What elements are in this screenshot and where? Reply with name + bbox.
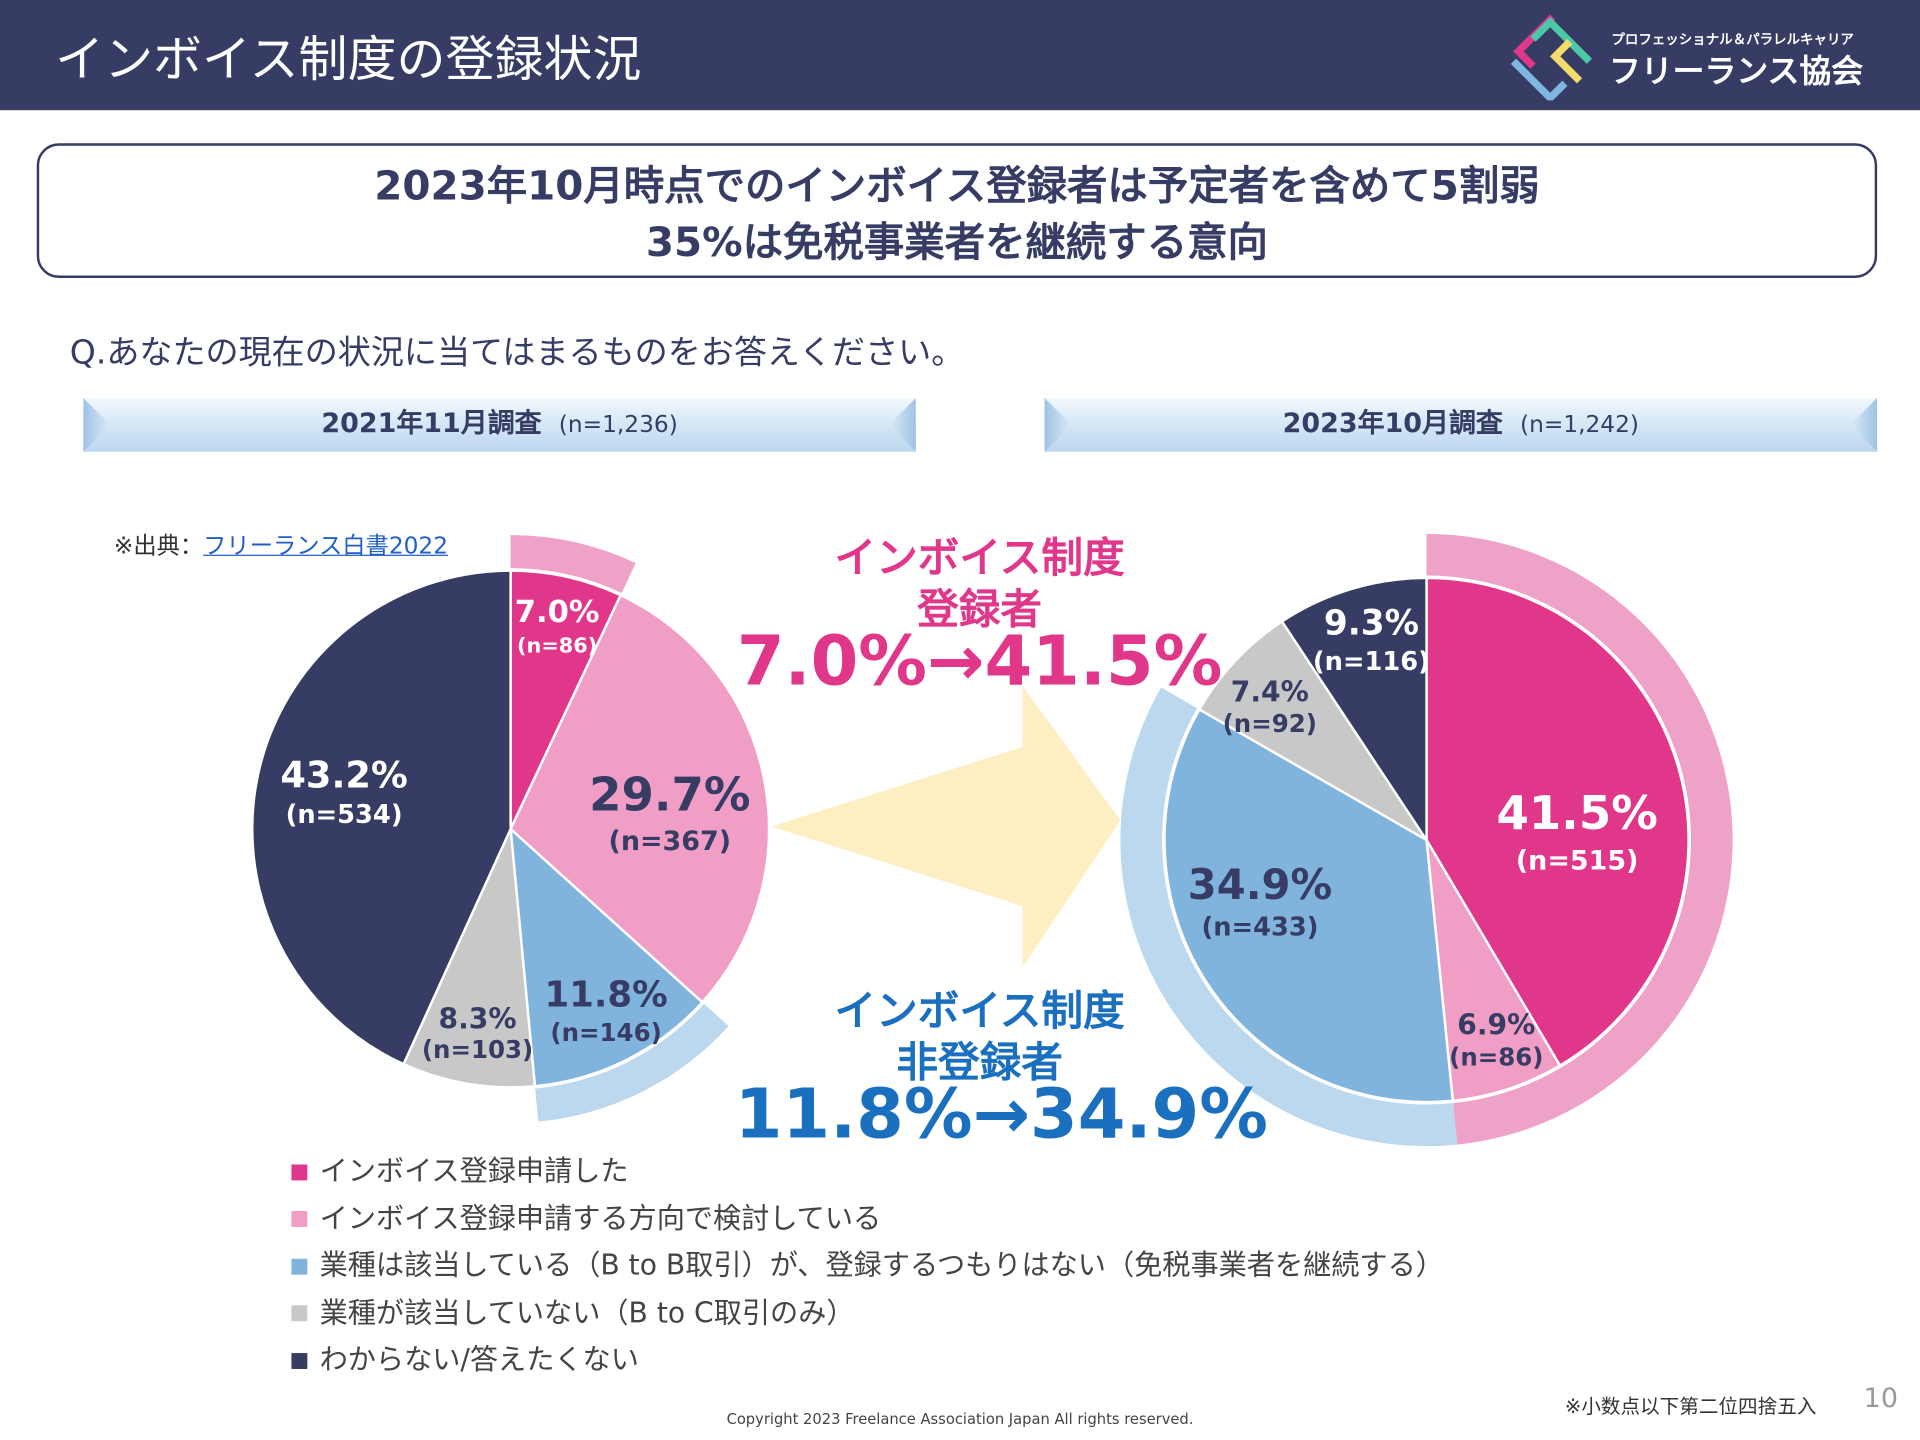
header-bar bbox=[0, 0, 1920, 111]
label-2023-3: 7.4% bbox=[1231, 676, 1309, 709]
label-2023-2: 34.9% bbox=[1188, 860, 1332, 909]
legend-item: わからない/答えたくない bbox=[291, 1333, 1443, 1380]
pie-slice-1 bbox=[1425, 839, 1562, 1103]
label-n-2023-0: (n=515) bbox=[1516, 845, 1639, 876]
registered-callout-line2: 登録者 bbox=[917, 585, 1043, 635]
label-2023-0: 41.5% bbox=[1496, 786, 1657, 840]
legend: インボイス登録申請した インボイス登録申請する方向で検討している 業種は該当して… bbox=[291, 1145, 1444, 1381]
label-2021-0: 7.0% bbox=[515, 595, 600, 630]
registered-change: 7.0%→41.5% bbox=[736, 622, 1223, 702]
source-note: ※出典：フリーランス白書2022 bbox=[113, 532, 449, 560]
label-n-2021-4: (n=534) bbox=[286, 800, 403, 830]
question-text: Q.あなたの現在の状況に当てはまるものをお答えください。 bbox=[69, 334, 965, 373]
label-2021-3: 8.3% bbox=[439, 1003, 517, 1036]
legend-item: 業種が該当していない（B to C取引のみ） bbox=[291, 1286, 1443, 1333]
pie-slice-1 bbox=[509, 593, 771, 1004]
label-2021-1: 29.7% bbox=[589, 768, 750, 822]
legend-swatch bbox=[291, 1352, 308, 1369]
label-2023-1: 6.9% bbox=[1457, 1009, 1535, 1042]
page-number: 10 bbox=[1863, 1383, 1898, 1415]
label-2023-4: 9.3% bbox=[1324, 603, 1419, 643]
unregistered-change: 11.8%→34.9% bbox=[734, 1075, 1268, 1155]
source-link[interactable]: フリーランス白書2022 bbox=[203, 532, 449, 560]
pie-slice-4 bbox=[1280, 576, 1428, 845]
rounding-note: ※小数点以下第二位四捨五入 bbox=[1564, 1394, 1817, 1418]
label-2021-2: 11.8% bbox=[545, 975, 668, 1016]
logo-mark-icon bbox=[1510, 14, 1592, 101]
legend-swatch bbox=[291, 1305, 308, 1322]
pie-slice-4 bbox=[251, 569, 512, 1066]
headline-box: 2023年10月時点でのインボイス登録者は予定者を含めて5割弱 35%は免税事業… bbox=[36, 143, 1878, 278]
page-title: インボイス制度の登録状況 bbox=[55, 31, 642, 89]
pie-2021 bbox=[251, 535, 771, 1122]
pie-2023 bbox=[1120, 533, 1733, 1147]
headline-line-2: 35%は免税事業者を継続する意向 bbox=[645, 217, 1268, 266]
highlight-band bbox=[1426, 533, 1733, 1145]
pie-slice-3 bbox=[1197, 619, 1428, 842]
pie-slice-0 bbox=[1425, 576, 1690, 1068]
label-n-2023-2: (n=433) bbox=[1202, 913, 1319, 943]
legend-item: 業種は該当している（B to B取引）が、登録するつもりはない（免税事業者を継続… bbox=[291, 1239, 1444, 1286]
pie-slice-0 bbox=[509, 569, 623, 830]
pie-slice-2 bbox=[1163, 707, 1455, 1104]
label-n-2021-1: (n=367) bbox=[609, 826, 732, 857]
legend-swatch bbox=[291, 1211, 308, 1228]
legend-item: インボイス登録申請した bbox=[291, 1145, 1443, 1192]
pie-slice-2 bbox=[509, 825, 704, 1088]
label-n-2021-0: (n=86) bbox=[517, 634, 597, 658]
headline-line-1: 2023年10月時点でのインボイス登録者は予定者を含めて5割弱 bbox=[374, 161, 1540, 210]
registered-callout-line1: インボイス制度 bbox=[834, 533, 1125, 583]
survey-banner-2021: 2021年11月調査 (n=1,236) bbox=[83, 397, 916, 452]
unregistered-callout-line1: インボイス制度 bbox=[834, 986, 1125, 1036]
label-n-2021-2: (n=146) bbox=[550, 1018, 661, 1047]
transition-arrow bbox=[771, 685, 1121, 968]
highlight-band bbox=[1120, 687, 1458, 1147]
label-n-2023-1: (n=86) bbox=[1449, 1042, 1543, 1071]
pie-slice-3 bbox=[401, 824, 537, 1089]
unregistered-callout-line2: 非登録者 bbox=[896, 1038, 1063, 1088]
highlight-band bbox=[535, 1003, 729, 1122]
legend-item: インボイス登録申請する方向で検討している bbox=[291, 1192, 1443, 1239]
legend-swatch bbox=[291, 1164, 308, 1181]
label-2021-4: 43.2% bbox=[280, 753, 407, 796]
survey-banner-2023: 2023年10月調査 (n=1,242) bbox=[1044, 397, 1878, 452]
highlight-band bbox=[510, 535, 636, 593]
legend-swatch bbox=[291, 1258, 308, 1275]
label-n-2023-3: (n=92) bbox=[1223, 709, 1317, 738]
label-n-2023-4: (n=116) bbox=[1313, 647, 1430, 677]
label-n-2021-3: (n=103) bbox=[422, 1035, 533, 1064]
logo: プロフェッショナル＆パラレルキャリア フリーランス協会 bbox=[1509, 12, 1876, 101]
copyright: Copyright 2023 Freelance Association Jap… bbox=[726, 1410, 1194, 1428]
